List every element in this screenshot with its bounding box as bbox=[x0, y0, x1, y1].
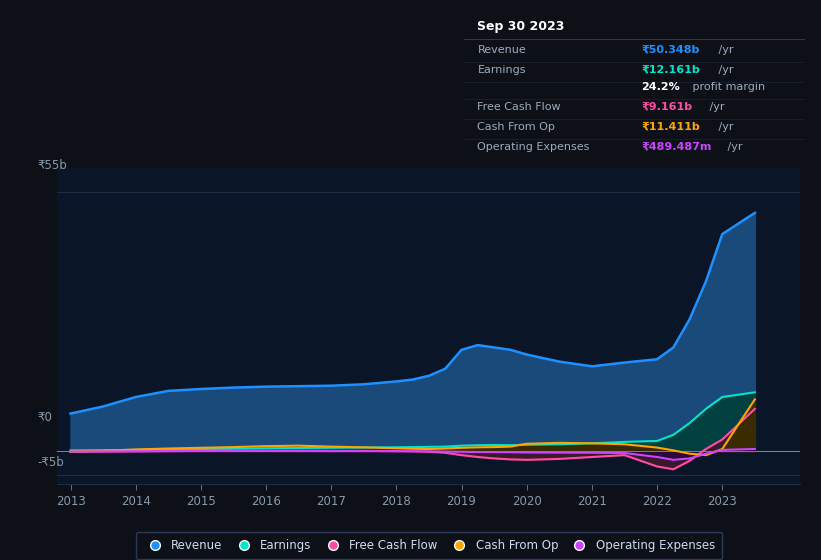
Text: Sep 30 2023: Sep 30 2023 bbox=[478, 20, 565, 34]
Legend: Revenue, Earnings, Free Cash Flow, Cash From Op, Operating Expenses: Revenue, Earnings, Free Cash Flow, Cash … bbox=[135, 532, 722, 559]
Text: Revenue: Revenue bbox=[478, 45, 526, 55]
Text: ₹11.411b: ₹11.411b bbox=[641, 122, 699, 132]
Text: profit margin: profit margin bbox=[689, 82, 765, 92]
Text: /yr: /yr bbox=[715, 122, 734, 132]
Text: ₹55b: ₹55b bbox=[37, 158, 67, 172]
Text: Free Cash Flow: Free Cash Flow bbox=[478, 102, 561, 112]
Text: /yr: /yr bbox=[715, 65, 734, 75]
Text: ₹12.161b: ₹12.161b bbox=[641, 65, 699, 75]
Text: ₹0: ₹0 bbox=[37, 410, 52, 424]
Text: /yr: /yr bbox=[706, 102, 725, 112]
Text: -₹5b: -₹5b bbox=[37, 455, 64, 469]
Text: 24.2%: 24.2% bbox=[641, 82, 680, 92]
Text: Operating Expenses: Operating Expenses bbox=[478, 142, 589, 152]
Text: ₹50.348b: ₹50.348b bbox=[641, 45, 699, 55]
Text: ₹489.487m: ₹489.487m bbox=[641, 142, 712, 152]
Text: /yr: /yr bbox=[724, 142, 743, 152]
Text: Cash From Op: Cash From Op bbox=[478, 122, 555, 132]
Text: /yr: /yr bbox=[715, 45, 734, 55]
Text: Earnings: Earnings bbox=[478, 65, 526, 75]
Text: ₹9.161b: ₹9.161b bbox=[641, 102, 692, 112]
